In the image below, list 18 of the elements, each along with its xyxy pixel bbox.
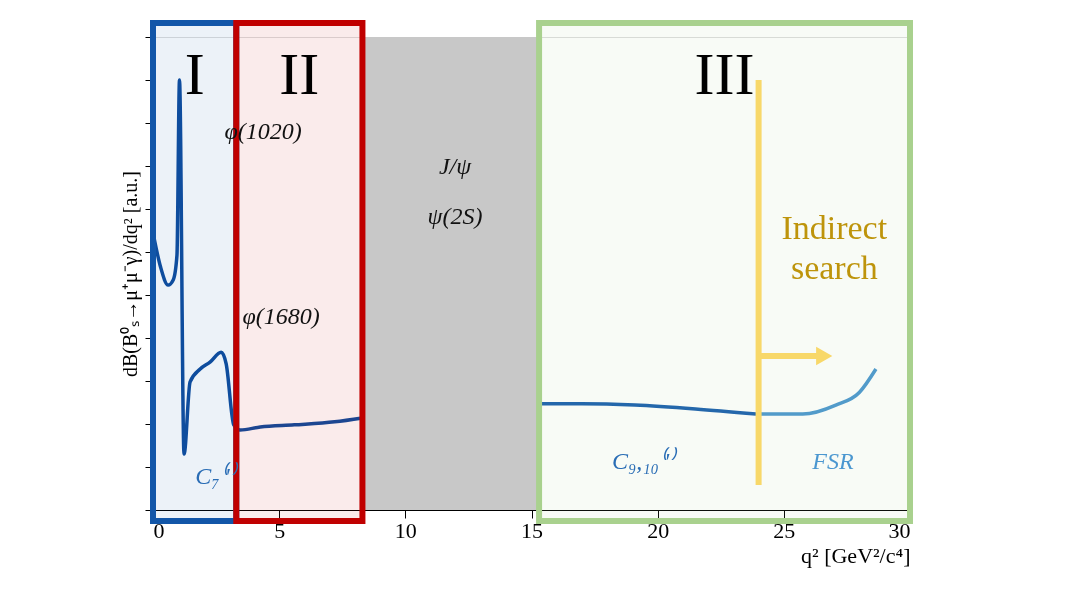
x-tick-label: 30 — [888, 517, 911, 543]
band-label: I — [184, 41, 205, 107]
x-tick-label: 5 — [274, 517, 286, 543]
band-label: II — [279, 41, 320, 107]
annotation: FSR — [811, 448, 854, 474]
annotation: C₉,₁₀⁽'⁾ — [611, 447, 679, 474]
x-axis-title: q² [GeV²/c⁴] — [801, 542, 911, 568]
annotation: ψ(2S) — [427, 203, 483, 229]
ref-line-label: Indirect search — [781, 209, 888, 286]
y-axis-title: dB(B⁰ₛ→μ⁺μ⁻γ)/dq² [a.u.] — [119, 170, 142, 378]
band-label: III — [694, 41, 755, 107]
x-tick-label: 15 — [521, 517, 543, 543]
x-tick-label: 10 — [394, 517, 417, 543]
x-tick-label: 25 — [773, 517, 796, 543]
x-tick-label: 20 — [647, 517, 670, 543]
x-tick-label: 0 — [153, 517, 165, 543]
annotation: J/ψ — [438, 153, 473, 179]
annotation: φ(1680) — [242, 303, 320, 329]
